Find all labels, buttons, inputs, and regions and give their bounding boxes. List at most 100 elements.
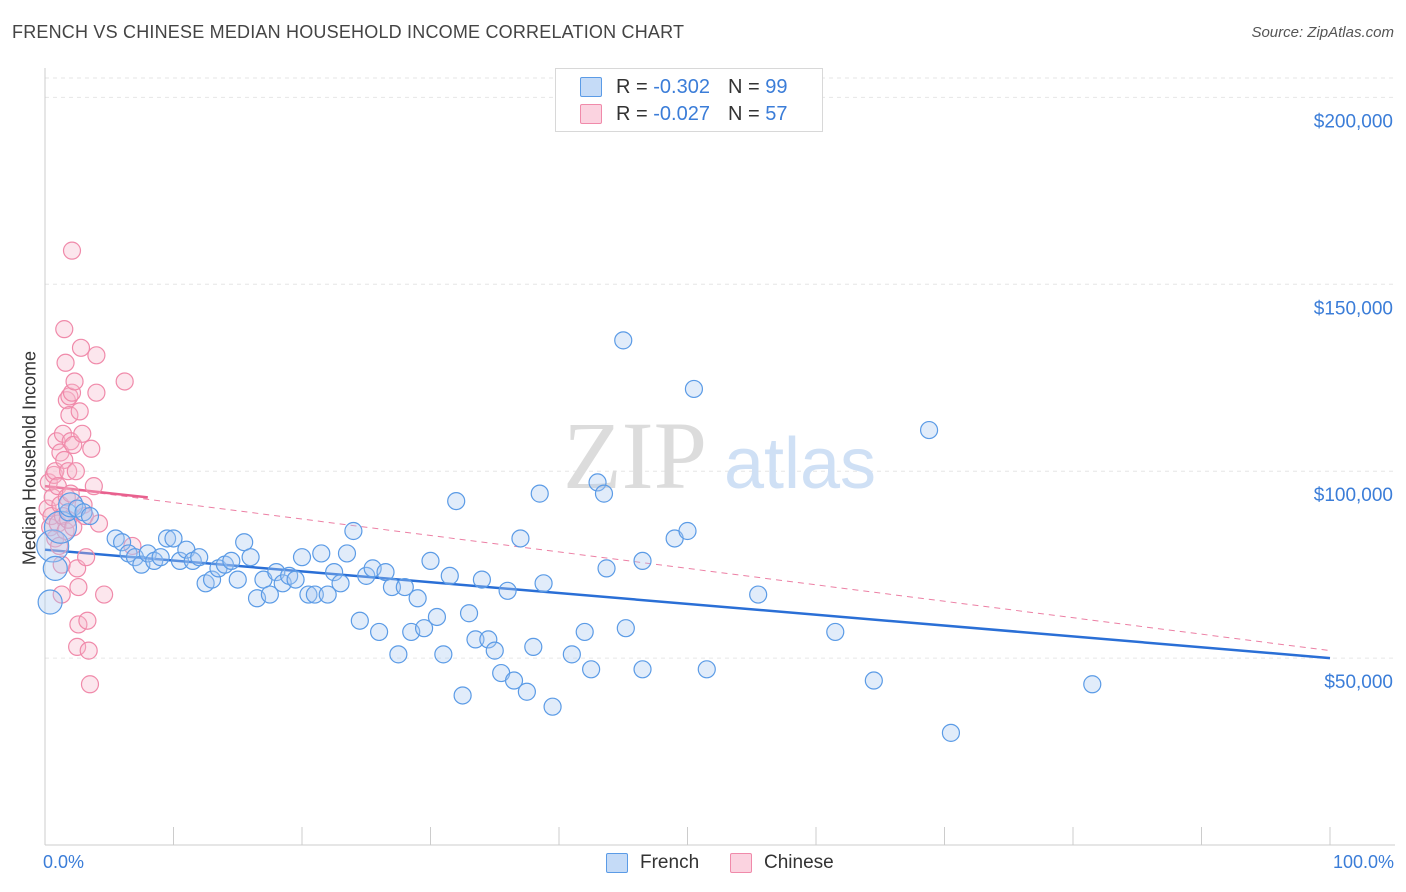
french-point [331, 574, 350, 593]
r-label: R = [616, 102, 648, 125]
y-tick-label: $50,000 [1324, 672, 1393, 693]
french-point [325, 563, 344, 582]
chinese-point [82, 439, 101, 458]
french-legend-label: French [640, 852, 700, 873]
chinese-point [55, 450, 74, 470]
french-point [58, 492, 84, 518]
french-point [534, 574, 553, 593]
french-point [511, 529, 530, 548]
french-point [382, 577, 402, 597]
watermark-zip: ZIP [563, 402, 707, 509]
watermark-atlas: atlas [724, 424, 876, 504]
french-point [826, 622, 845, 642]
french-point [543, 697, 562, 716]
r-value: -0.027 [653, 102, 710, 125]
chinese-swatch [580, 104, 602, 124]
french-point [633, 660, 652, 679]
chinese-point [66, 462, 85, 481]
french-point [421, 551, 440, 571]
french-point [286, 570, 305, 589]
french-point [305, 585, 324, 604]
french-point [472, 570, 491, 589]
french-point [157, 529, 177, 548]
chinese-point [69, 615, 88, 634]
y-tick-labels: $50,000 $100,000 $150,000 $200,000 [1314, 111, 1393, 693]
r-label: R = [616, 75, 648, 98]
french-point [344, 521, 363, 541]
french-point [575, 622, 594, 642]
french-point [749, 585, 768, 604]
french-point [498, 581, 517, 600]
french-point [524, 637, 543, 656]
french-point [434, 645, 453, 664]
chinese-point [87, 383, 106, 402]
french-point [440, 566, 459, 585]
trend-lines [44, 484, 1331, 660]
n-label: N = [727, 75, 760, 98]
french-point [504, 671, 524, 690]
french-point [678, 521, 697, 541]
french-point [697, 660, 716, 679]
chinese-point [68, 637, 87, 656]
french-point [427, 607, 447, 627]
french-point [37, 589, 63, 615]
chart-source: Source: ZipAtlas.com [1251, 24, 1394, 41]
chinese-point [70, 402, 89, 421]
chinese-point [84, 477, 103, 496]
french-point [222, 551, 241, 571]
chinese-legend-swatch [730, 853, 752, 873]
french-point [36, 529, 70, 563]
french-point [594, 484, 614, 503]
chinese-point [62, 383, 82, 402]
french-point [864, 671, 883, 690]
french-point [202, 570, 222, 589]
chinese-point [87, 346, 106, 365]
french-legend-swatch [606, 853, 628, 873]
chart-title: FRENCH VS CHINESE MEDIAN HOUSEHOLD INCOM… [12, 22, 685, 42]
french-point [408, 589, 427, 608]
n-label: N = [727, 102, 760, 125]
chinese-point [71, 338, 91, 357]
french-point [588, 473, 607, 492]
chinese-point [69, 577, 88, 597]
chinese-point [59, 462, 78, 481]
french-point [414, 619, 434, 638]
french-point [517, 682, 536, 701]
chinese-legend-label: Chinese [764, 852, 834, 873]
chinese-point [78, 611, 97, 630]
french-point [151, 548, 170, 567]
chinese-point [77, 548, 96, 567]
french-point [80, 506, 100, 526]
french-point [357, 566, 376, 585]
n-value: 57 [765, 102, 788, 125]
french-point [235, 533, 254, 552]
french-point [389, 645, 408, 664]
french-point [164, 529, 183, 548]
chinese-point [65, 372, 84, 391]
french-point [260, 585, 279, 604]
french-point [466, 630, 485, 649]
french-point [292, 548, 312, 567]
chinese-point [95, 585, 114, 604]
french-point [241, 548, 260, 567]
r-value: -0.302 [653, 75, 710, 98]
x-tick-label-max: 100.0% [1332, 852, 1394, 872]
legend-row-chinese: R = -0.027 N = 57 [580, 102, 787, 126]
french-point [190, 548, 209, 567]
french-point [582, 660, 601, 679]
x-tick-label-min: 0.0% [43, 852, 85, 872]
french-points [36, 331, 1102, 742]
chinese-points [38, 241, 142, 694]
chinese-point [55, 320, 74, 339]
french-point [395, 577, 414, 597]
french-point [479, 630, 498, 649]
french-point [112, 533, 132, 552]
french-point [530, 484, 549, 503]
french-point [350, 611, 369, 630]
french-point [941, 723, 961, 742]
legend-row-french: R = -0.302 N = 99 [580, 75, 787, 99]
french-point [459, 604, 479, 623]
gridlines [45, 77, 1395, 659]
stats-legend: R = -0.302 N = 99 R = -0.027 N = 57 [555, 68, 823, 132]
